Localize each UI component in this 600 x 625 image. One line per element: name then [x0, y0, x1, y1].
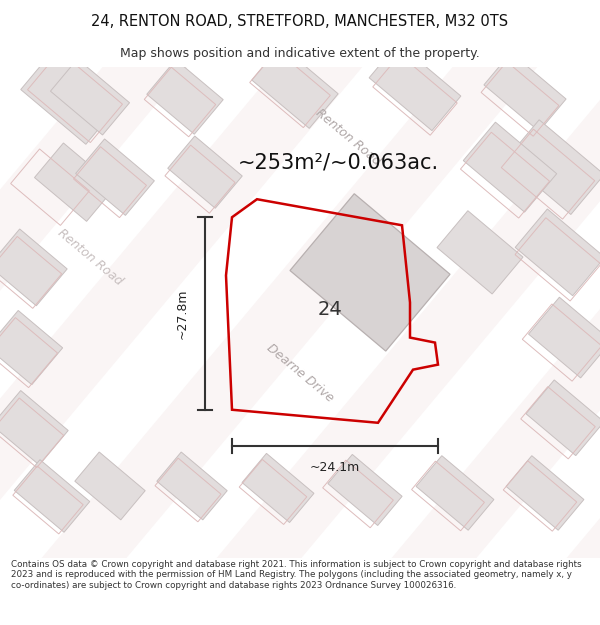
- Polygon shape: [0, 0, 382, 625]
- Polygon shape: [75, 452, 145, 520]
- Polygon shape: [0, 229, 67, 306]
- Polygon shape: [34, 143, 116, 221]
- Polygon shape: [0, 0, 557, 625]
- Polygon shape: [290, 194, 450, 351]
- Polygon shape: [529, 298, 600, 378]
- Polygon shape: [506, 120, 600, 214]
- Polygon shape: [157, 452, 227, 520]
- Text: Contains OS data © Crown copyright and database right 2021. This information is : Contains OS data © Crown copyright and d…: [11, 560, 581, 590]
- Polygon shape: [14, 459, 90, 532]
- Polygon shape: [500, 0, 600, 625]
- Polygon shape: [150, 0, 600, 625]
- Polygon shape: [328, 454, 402, 526]
- Polygon shape: [76, 139, 154, 216]
- Polygon shape: [526, 380, 600, 456]
- Text: Dearne Drive: Dearne Drive: [264, 341, 336, 404]
- Polygon shape: [147, 60, 223, 134]
- Polygon shape: [369, 43, 461, 131]
- Polygon shape: [416, 456, 494, 530]
- Text: Renton Road: Renton Road: [313, 106, 383, 168]
- Polygon shape: [325, 0, 600, 625]
- Polygon shape: [242, 453, 314, 522]
- Text: Map shows position and indicative extent of the property.: Map shows position and indicative extent…: [120, 47, 480, 59]
- Text: ~24.1m: ~24.1m: [310, 461, 360, 474]
- Polygon shape: [252, 46, 338, 128]
- Text: Renton Road: Renton Road: [55, 226, 125, 288]
- Polygon shape: [484, 52, 566, 131]
- Text: 24: 24: [317, 300, 343, 319]
- Polygon shape: [506, 456, 584, 530]
- Polygon shape: [463, 122, 557, 212]
- Polygon shape: [50, 59, 130, 135]
- Polygon shape: [0, 311, 62, 385]
- Polygon shape: [437, 211, 523, 294]
- Text: 24, RENTON ROAD, STRETFORD, MANCHESTER, M32 0TS: 24, RENTON ROAD, STRETFORD, MANCHESTER, …: [91, 14, 509, 29]
- Text: ~253m²/~0.063ac.: ~253m²/~0.063ac.: [238, 152, 439, 172]
- Polygon shape: [515, 209, 600, 296]
- Polygon shape: [0, 391, 68, 465]
- Text: ~27.8m: ~27.8m: [176, 288, 188, 339]
- Polygon shape: [21, 49, 119, 144]
- Polygon shape: [168, 136, 242, 208]
